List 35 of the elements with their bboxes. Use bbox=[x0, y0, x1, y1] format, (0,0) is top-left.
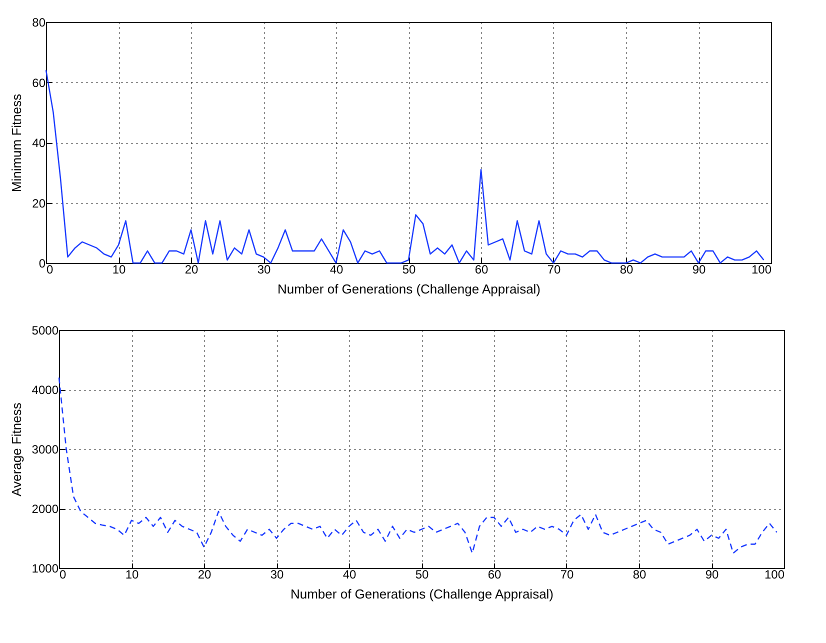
y-tick-label: 60 bbox=[32, 76, 46, 90]
x-tick-label: 60 bbox=[474, 262, 488, 276]
x-axis-title: Number of Generations (Challenge Appraisal) bbox=[290, 586, 554, 602]
x-tick-label: 40 bbox=[330, 262, 344, 276]
x-tick-label: 40 bbox=[342, 568, 356, 582]
y-tick-label: 1000 bbox=[32, 562, 59, 576]
line-series bbox=[45, 70, 764, 264]
x-tick-label: 30 bbox=[257, 262, 271, 276]
x-tick-label: 50 bbox=[415, 568, 429, 582]
x-tick-label: 70 bbox=[547, 262, 561, 276]
x-tick-label: 70 bbox=[560, 568, 574, 582]
x-tick-label: 90 bbox=[705, 568, 719, 582]
line-series bbox=[58, 376, 778, 554]
x-tick-label: 100 bbox=[764, 568, 785, 582]
y-tick-label: 3000 bbox=[32, 442, 59, 456]
y-tick-label: 2000 bbox=[32, 502, 59, 516]
x-tick-label: 50 bbox=[402, 262, 416, 276]
x-tick-label: 90 bbox=[692, 262, 706, 276]
x-tick-label: 80 bbox=[632, 568, 646, 582]
y-tick-label: 4000 bbox=[32, 383, 59, 397]
x-tick-label: 20 bbox=[184, 262, 198, 276]
x-tick-label: 80 bbox=[620, 262, 634, 276]
x-tick-label: 60 bbox=[488, 568, 502, 582]
y-tick-label: 40 bbox=[32, 136, 46, 150]
x-axis-title: Number of Generations (Challenge Appraisal) bbox=[277, 282, 541, 296]
y-tick-label: 20 bbox=[32, 196, 46, 210]
y-tick-label: 5000 bbox=[32, 324, 59, 338]
x-tick-label: 10 bbox=[112, 262, 126, 276]
x-tick-label: 20 bbox=[198, 568, 212, 582]
x-tick-label: 100 bbox=[751, 262, 772, 276]
y-axis-title: Average Fitness bbox=[8, 402, 24, 496]
y-axis-title: Minimum Fitness bbox=[9, 93, 24, 192]
x-tick-label: 30 bbox=[270, 568, 284, 582]
x-tick-label: 10 bbox=[125, 568, 139, 582]
y-tick-label: 80 bbox=[32, 16, 46, 30]
